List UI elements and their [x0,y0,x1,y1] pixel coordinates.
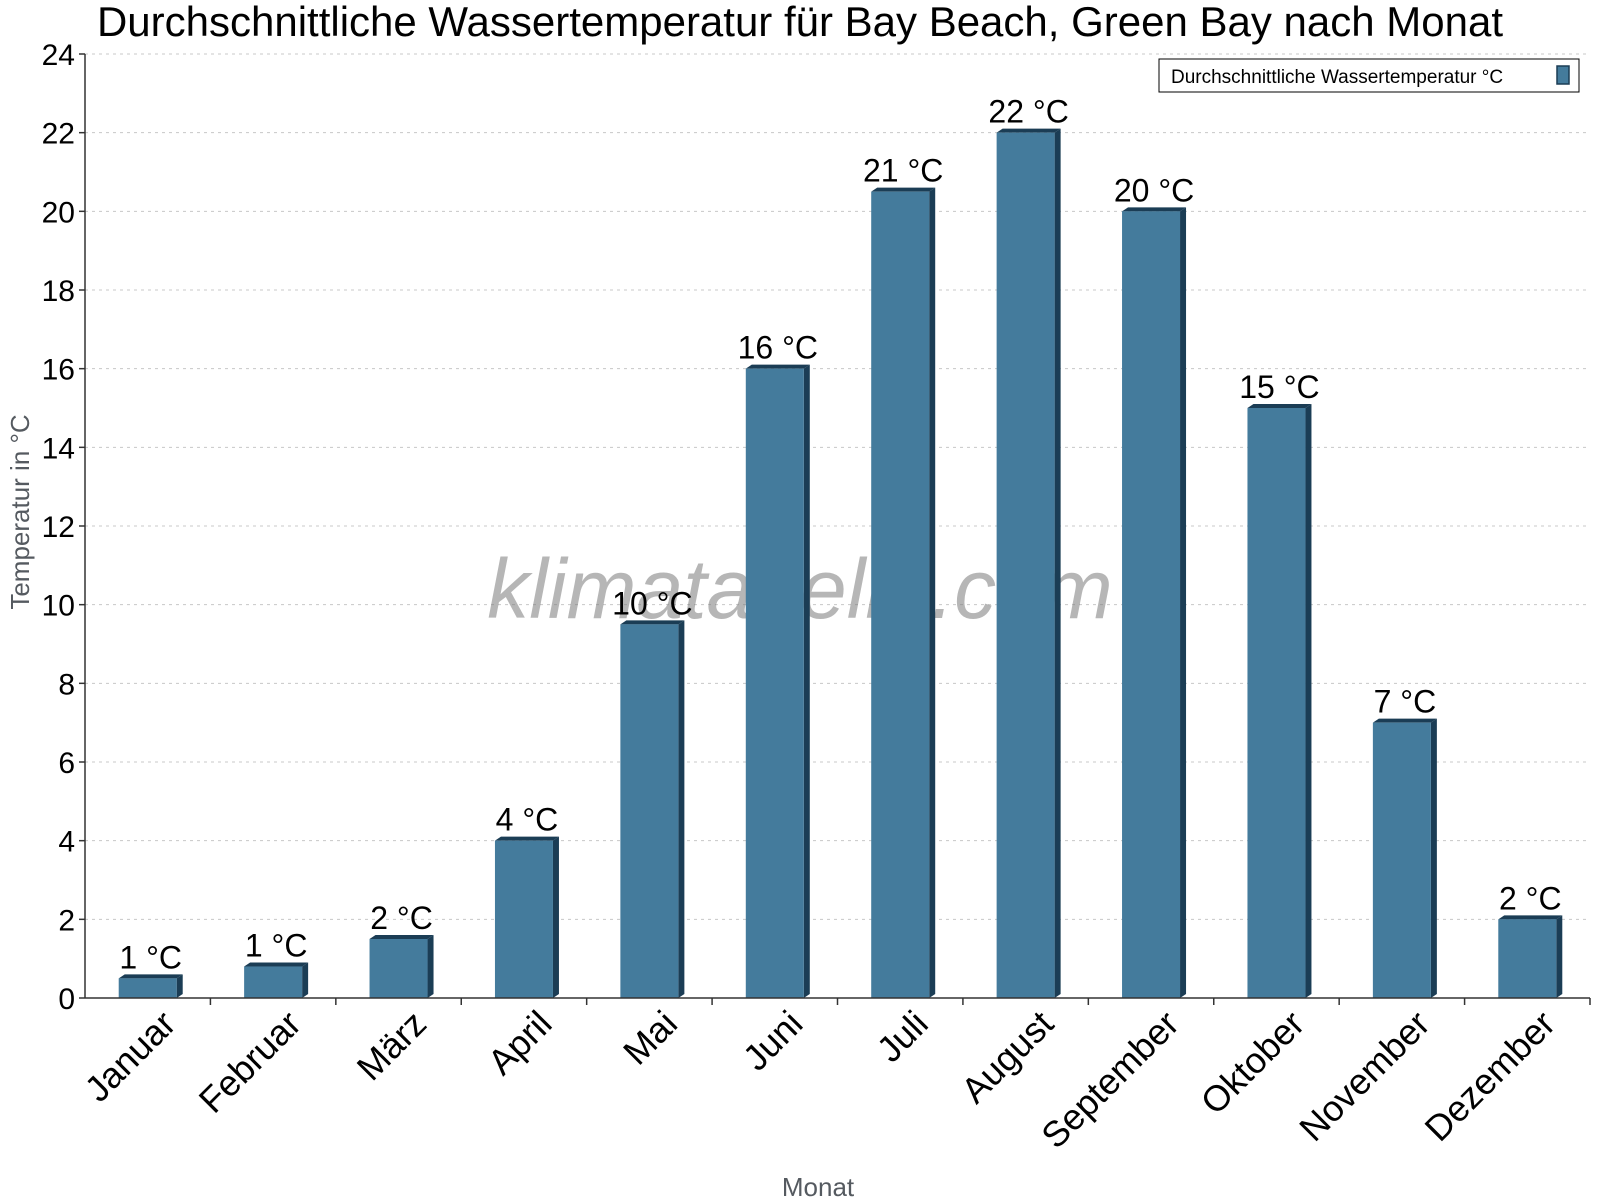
data-label: 15 °C [1239,369,1319,405]
bar-top [996,128,1061,133]
bar-top [244,962,309,967]
data-label: 2 °C [1499,880,1562,916]
bar-top [494,836,559,841]
data-label: 21 °C [863,153,943,189]
bar-12 [1498,919,1557,998]
bar-1 [118,978,177,998]
y-tick-label: 8 [58,668,75,701]
bar-side [1180,207,1187,999]
data-label: 16 °C [738,330,818,366]
data-label: 22 °C [988,94,1068,130]
y-axis-label: Temperatur in °C [5,414,35,609]
bar-side [678,620,685,998]
bar-8 [996,132,1055,998]
y-tick-label: 22 [42,118,75,151]
bar-side [1305,404,1312,998]
bar-9 [1122,211,1181,999]
legend-box [1158,58,1580,93]
grid-layer [85,53,1590,920]
bar-top [871,187,936,192]
x-tick-label: September [1033,1003,1187,1157]
data-label: 1 °C [245,928,308,964]
bar-top [369,935,434,939]
bar-top [1247,404,1312,408]
y-tick-label: 24 [42,39,75,72]
bar-6 [745,368,804,999]
data-label: 10 °C [612,585,692,621]
bar-top [620,620,685,625]
data-label: 2 °C [370,900,433,936]
x-tick-label: August [953,1003,1061,1111]
x-tick-label: November [1291,1003,1437,1149]
bar-top [1498,915,1563,920]
data-label: 1 °C [119,939,182,975]
bar-side [929,187,936,998]
bar-side [1556,915,1563,998]
data-label: 4 °C [496,802,559,838]
bar-side [552,836,559,998]
x-tick-label: Juni [735,1003,811,1079]
legend-entry-label: Durchschnittliche Wassertemperatur °C [1171,67,1503,88]
bar-top [745,364,810,369]
x-tick-label: Oktober [1193,1003,1313,1123]
bar-top [118,974,183,979]
x-tick-label: Februar [191,1003,309,1121]
y-tick-label: 12 [42,511,75,544]
legend-swatch [1556,65,1570,85]
bar-side [427,935,434,998]
x-tick-label: Mai [615,1003,685,1073]
y-tick-label: 14 [42,432,75,465]
data-label: 7 °C [1374,684,1437,720]
y-tick-label: 2 [58,904,75,937]
y-tick-label: 10 [42,590,75,623]
x-tick-label: Dezember [1417,1003,1563,1149]
bar-side [803,364,810,999]
bar-top [1122,207,1187,212]
bar-5 [620,624,679,998]
bar-7 [871,191,930,998]
bar-4 [494,840,553,998]
bar-top [1372,718,1437,723]
chart-title: Durchschnittliche Wassertemperatur für B… [97,0,1503,45]
bar-3 [369,939,428,998]
y-tick-label: 16 [42,354,75,387]
bar-10 [1247,408,1306,998]
bar-2 [244,966,303,998]
x-axis-label: Monat [782,1172,855,1200]
x-tick-label: März [349,1003,435,1089]
y-tick-label: 0 [58,983,75,1016]
x-tick-label: April [480,1003,560,1083]
bars-layer [118,128,1563,999]
y-tick-label: 18 [42,275,75,308]
bar-side [1430,718,1437,998]
x-tick-label: Juli [869,1003,936,1070]
bar-side [176,974,183,998]
y-tick-label: 6 [58,747,75,780]
bar-side [1054,128,1061,998]
legend: Durchschnittliche Wassertemperatur °C [1158,58,1580,93]
x-tick-label: Januar [77,1003,184,1110]
data-label: 20 °C [1114,172,1194,208]
bar-11 [1372,722,1431,998]
y-tick-label: 20 [42,196,75,229]
bar-side [302,962,309,998]
y-tick-label: 4 [58,826,75,859]
